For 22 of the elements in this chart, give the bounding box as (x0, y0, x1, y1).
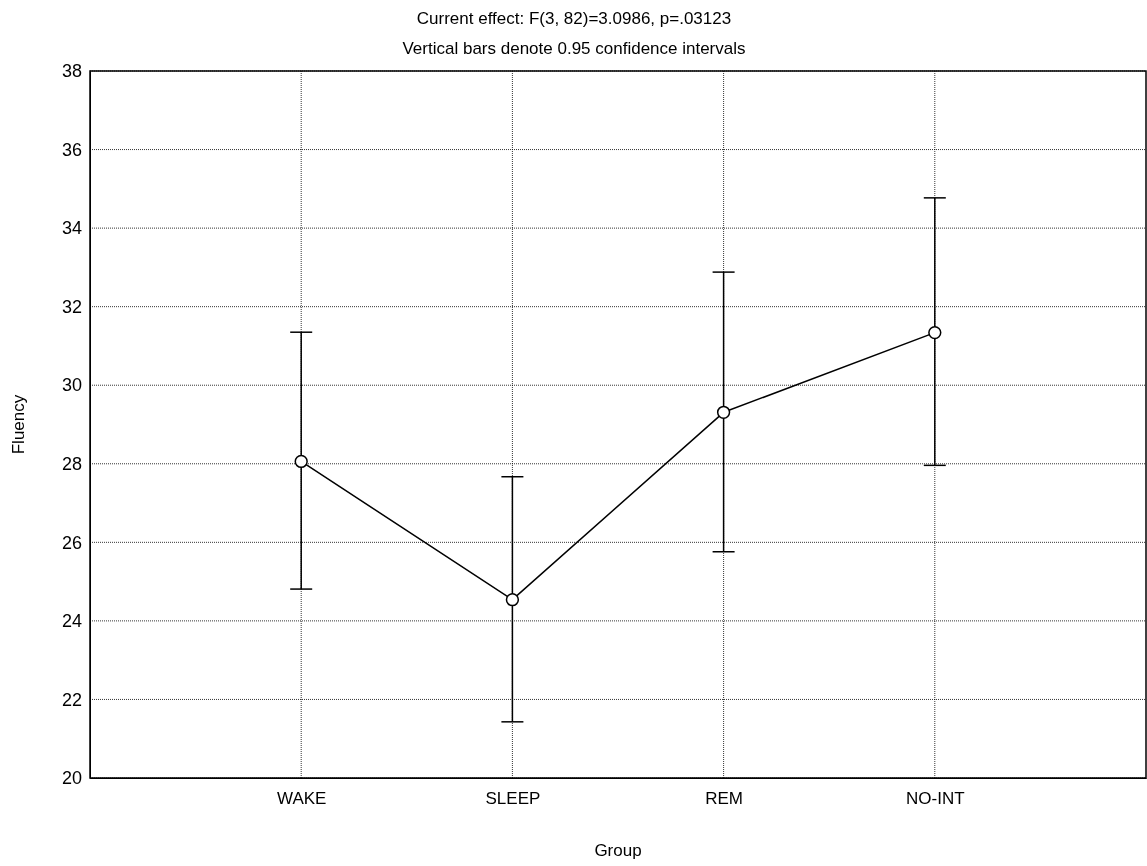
point (294, 454, 308, 469)
x-tick-label: WAKE (276, 789, 327, 809)
point (716, 405, 731, 419)
y-tick-label: 38 (61, 61, 82, 82)
y-tick-label: 20 (61, 768, 82, 789)
chart-subtitle: Vertical bars denote 0.95 confidence intervals (402, 39, 746, 58)
x-tick-label: NO-INT (906, 789, 965, 809)
y-axis-title: Fluency (9, 394, 28, 455)
x-tick-label: REM (705, 789, 743, 809)
x-axis-title: Group (594, 841, 642, 860)
y-tick-label: 36 (61, 139, 82, 160)
y-tick-label: 26 (61, 532, 82, 553)
y-tick-label: 24 (61, 611, 82, 632)
point (928, 325, 942, 340)
y-tick-label: 34 (61, 218, 82, 239)
chart-title: Current effect: F(3, 82)=3.0986, p=.03123 (416, 9, 732, 28)
point (505, 593, 520, 607)
y-tick-label: 32 (61, 296, 82, 317)
y-tick-label: 22 (61, 689, 82, 710)
x-tick-label: SLEEP (485, 789, 541, 809)
y-tick-label: 28 (61, 454, 82, 475)
y-tick-label: 30 (61, 375, 82, 396)
